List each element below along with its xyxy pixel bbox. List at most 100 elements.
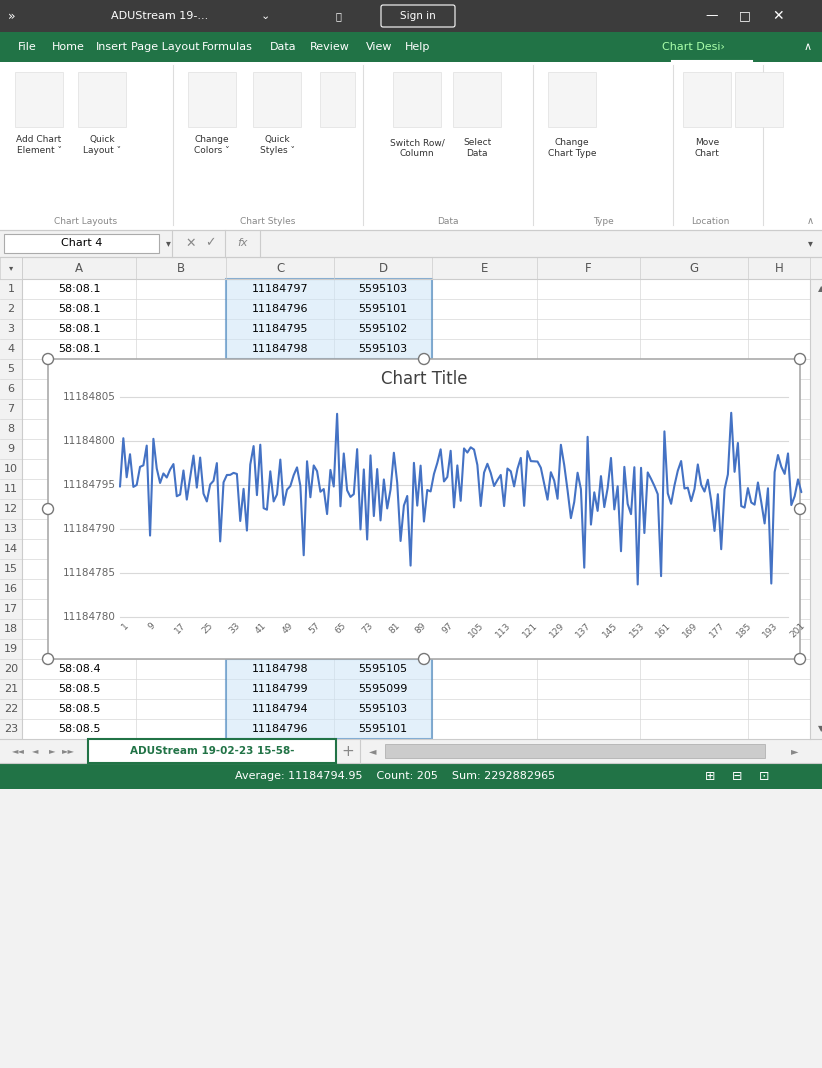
Text: 58:08.5: 58:08.5 [58,724,100,734]
Bar [15,72,63,127]
Text: Help: Help [405,42,431,52]
Text: 6: 6 [7,384,15,394]
Text: 4: 4 [7,344,15,354]
Text: Home: Home [52,42,85,52]
Text: 12: 12 [4,504,18,514]
Bar [0,0,822,32]
Text: G: G [690,262,699,274]
Bar [385,744,765,758]
Text: 11184798: 11184798 [252,664,308,674]
Text: 16: 16 [4,584,18,594]
Text: Switch Row/
Column: Switch Row/ Column [390,138,445,158]
Bar [320,72,355,127]
Text: 1: 1 [120,621,131,631]
Text: Move
Chart: Move Chart [695,138,719,158]
Bar [48,359,800,659]
Text: E: E [481,262,488,274]
Text: 5595103: 5595103 [358,344,408,354]
Text: Formulas: Formulas [201,42,252,52]
Circle shape [418,654,430,664]
Circle shape [43,354,53,364]
Text: ◄: ◄ [32,747,39,755]
Text: Change
Colors ˅: Change Colors ˅ [194,136,230,155]
Text: 11184799: 11184799 [252,684,308,694]
Text: ▾: ▾ [165,238,170,248]
Text: 17: 17 [4,604,18,614]
Text: 11184795: 11184795 [63,480,116,490]
Text: 161: 161 [654,621,673,640]
Text: C: C [276,262,284,274]
Text: 5595099: 5595099 [358,684,408,694]
Text: 11184797: 11184797 [252,284,308,294]
Bar [810,279,822,739]
Text: ✓: ✓ [205,236,215,250]
Text: 11184796: 11184796 [252,724,308,734]
Text: ADUStream 19-02-23 15-58-: ADUStream 19-02-23 15-58- [130,747,294,756]
Text: Add Chart
Element ˅: Add Chart Element ˅ [16,136,62,155]
Text: 5595103: 5595103 [358,284,408,294]
Text: ▾: ▾ [9,264,13,272]
Bar [0,763,822,789]
Text: 25: 25 [201,621,215,635]
Text: 17: 17 [173,621,188,635]
Text: 11184794: 11184794 [252,704,308,714]
Text: ⊟: ⊟ [732,770,742,783]
Text: 11184795: 11184795 [252,324,308,334]
Bar [0,257,822,279]
Text: ✕: ✕ [772,9,784,23]
Text: 58:08.1: 58:08.1 [58,304,100,314]
Text: 9: 9 [7,444,15,454]
Text: Review: Review [310,42,350,52]
Bar [226,659,432,739]
Text: 97: 97 [441,621,455,635]
Text: ◄◄: ◄◄ [12,747,25,755]
Text: 20: 20 [4,664,18,674]
Bar [0,32,822,62]
Text: 58:08.4: 58:08.4 [58,664,100,674]
Text: Chart Desi›: Chart Desi› [662,42,724,52]
Text: 5595102: 5595102 [358,324,408,334]
Text: 8: 8 [7,424,15,434]
Text: 5: 5 [7,364,15,374]
Circle shape [795,654,806,664]
Circle shape [795,503,806,515]
Text: Data: Data [270,42,296,52]
Text: ►: ► [792,747,799,756]
Bar [0,62,822,230]
Text: Chart Styles: Chart Styles [240,217,296,225]
Text: 5595105: 5595105 [358,664,408,674]
Text: 5595101: 5595101 [358,304,408,314]
Circle shape [43,503,53,515]
Bar [735,72,783,127]
Text: ⊞: ⊞ [704,770,715,783]
Text: ▲: ▲ [818,284,822,294]
Text: 14: 14 [4,544,18,554]
Text: 10: 10 [4,464,18,474]
Text: ▾: ▾ [807,238,812,248]
Circle shape [43,654,53,664]
Text: 89: 89 [414,621,428,635]
Text: Type: Type [593,217,613,225]
Text: 73: 73 [361,621,375,635]
Bar [548,72,596,127]
Text: 5595101: 5595101 [358,724,408,734]
Text: 185: 185 [735,621,753,640]
Text: 65: 65 [334,621,349,635]
Bar [253,72,301,127]
Text: 58:08.1: 58:08.1 [58,284,100,294]
Text: 23: 23 [4,724,18,734]
Text: File: File [17,42,36,52]
Text: 201: 201 [788,621,806,640]
Text: 2: 2 [7,304,15,314]
Text: □: □ [739,10,750,22]
Bar [0,230,822,257]
Text: Chart 4: Chart 4 [62,238,103,248]
Text: 169: 169 [681,621,700,640]
Bar [0,739,822,763]
Text: F: F [585,262,592,274]
Text: 105: 105 [468,621,486,640]
Text: 15: 15 [4,564,18,574]
Text: 11184800: 11184800 [63,436,116,446]
Text: 11184798: 11184798 [252,344,308,354]
Text: 3: 3 [7,324,15,334]
